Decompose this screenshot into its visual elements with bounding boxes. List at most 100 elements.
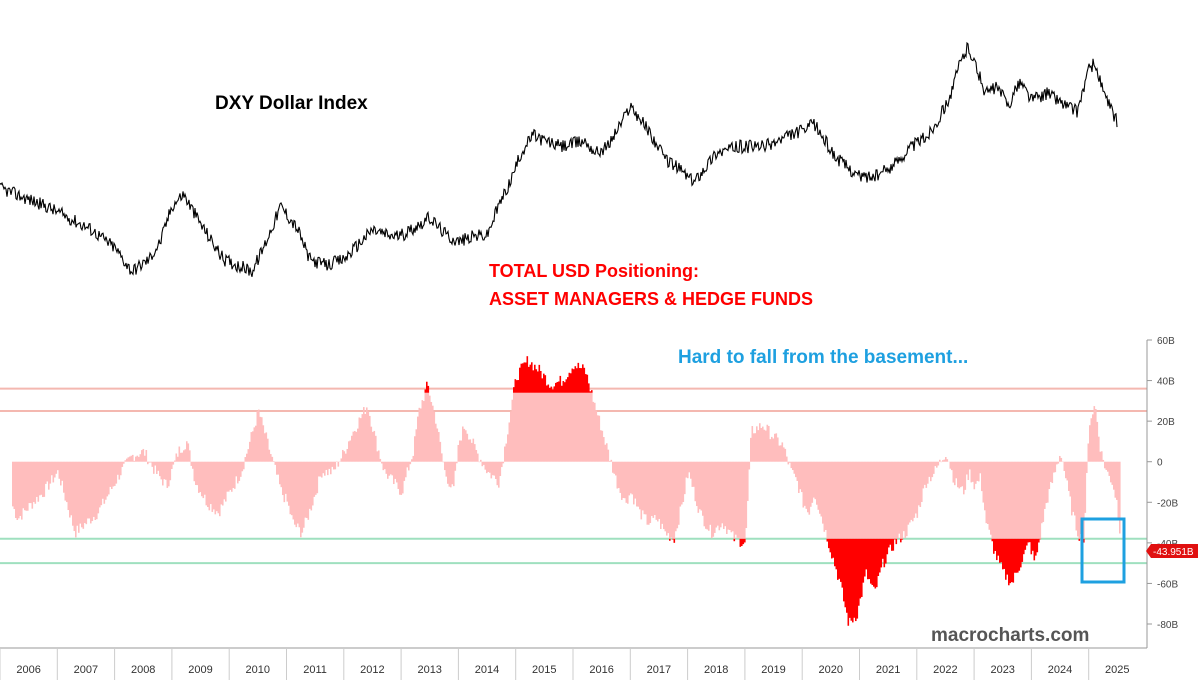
- positioning-bar: [474, 444, 476, 462]
- positioning-bar: [697, 461, 700, 513]
- positioning-bar-extreme: [865, 538, 868, 570]
- positioning-bar-extreme: [876, 538, 878, 588]
- positioning-bar: [25, 461, 28, 511]
- positioning-bar: [534, 392, 536, 462]
- positioning-bar: [654, 461, 656, 516]
- positioning-bar: [676, 461, 679, 529]
- positioning-bar: [873, 461, 875, 539]
- positioning-bar: [988, 461, 991, 530]
- positioning-bar-extreme: [1012, 538, 1015, 583]
- positioning-bar: [951, 461, 953, 471]
- positioning-bar: [738, 461, 740, 538]
- positioning-bar: [837, 461, 839, 539]
- positioning-bar: [84, 461, 86, 524]
- positioning-bar: [687, 461, 689, 479]
- positioning-bar: [379, 458, 382, 462]
- positioning-bar: [739, 461, 742, 539]
- positioning-bar: [907, 461, 910, 525]
- x-tick-label: 2006: [16, 664, 40, 676]
- positioning-bar: [636, 461, 638, 507]
- positioning-bar-extreme: [901, 538, 904, 540]
- positioning-title-line2: ASSET MANAGERS & HEDGE FUNDS: [489, 289, 813, 309]
- positioning-bar: [1075, 461, 1078, 531]
- positioning-bar: [928, 461, 931, 477]
- positioning-bar: [294, 461, 296, 525]
- positioning-bar-extreme: [744, 538, 746, 543]
- positioning-bar: [1021, 461, 1024, 539]
- positioning-bar-extreme: [1005, 538, 1007, 580]
- positioning-bar: [592, 401, 595, 462]
- positioning-bar: [505, 443, 508, 462]
- positioning-bar: [414, 436, 416, 462]
- positioning-bar: [187, 443, 190, 462]
- positioning-bar-extreme: [574, 366, 577, 393]
- positioning-bar-extreme: [516, 380, 518, 393]
- positioning-bar: [492, 461, 494, 476]
- positioning-bar: [103, 461, 106, 504]
- positioning-bar: [267, 438, 269, 462]
- positioning-bar: [1105, 461, 1108, 470]
- positioning-bar: [747, 461, 749, 501]
- positioning-bar-extreme: [673, 538, 676, 543]
- positioning-bar: [255, 425, 257, 462]
- positioning-bar: [162, 461, 164, 486]
- positioning-bar: [213, 461, 215, 510]
- positioning-bar: [139, 454, 142, 462]
- positioning-bar: [85, 461, 88, 525]
- positioning-bar-extreme: [591, 390, 593, 393]
- positioning-bar: [663, 461, 665, 530]
- positioning-bar: [184, 449, 187, 462]
- positioning-bar: [957, 461, 959, 488]
- positioning-bar: [253, 427, 256, 462]
- positioning-bar: [193, 461, 196, 482]
- positioning-bar: [661, 461, 664, 524]
- positioning-bar-extreme: [1027, 538, 1030, 543]
- positioning-bar: [396, 461, 398, 483]
- positioning-bar: [723, 461, 725, 529]
- positioning-bar: [819, 461, 821, 514]
- positioning-bar: [1011, 461, 1013, 539]
- positioning-bar: [393, 461, 395, 485]
- positioning-bar: [349, 440, 352, 462]
- positioning-bar: [922, 461, 925, 489]
- positioning-bar: [171, 461, 173, 470]
- positioning-bar: [331, 461, 334, 467]
- positioning-bar: [289, 461, 292, 515]
- positioning-bar: [108, 461, 110, 495]
- positioning-bar-extreme: [739, 538, 742, 547]
- positioning-bar: [459, 440, 461, 462]
- positioning-bar: [946, 459, 949, 462]
- positioning-bar: [915, 461, 917, 514]
- positioning-bar-extreme: [565, 379, 568, 393]
- positioning-bar: [715, 461, 718, 528]
- positioning-bar: [720, 461, 722, 528]
- positioning-bar: [646, 461, 649, 525]
- positioning-bar: [852, 461, 854, 539]
- positioning-bar: [261, 417, 263, 462]
- positioning-bar: [307, 461, 310, 520]
- positioning-bar: [616, 461, 619, 489]
- positioning-bar: [604, 444, 607, 462]
- positioning-bar: [1107, 461, 1109, 472]
- positioning-bar-extreme: [528, 366, 530, 393]
- positioning-bar: [1048, 461, 1051, 490]
- positioning-bar: [330, 461, 332, 475]
- positioning-bar: [802, 461, 805, 508]
- positioning-bar: [862, 461, 865, 539]
- positioning-bar: [477, 453, 479, 462]
- positioning-bar: [816, 461, 818, 505]
- positioning-bar: [409, 461, 412, 465]
- positioning-bar: [1096, 421, 1099, 462]
- positioning-bar: [859, 461, 862, 539]
- positioning-bar: [1101, 451, 1103, 462]
- positioning-bar: [1039, 461, 1042, 539]
- positioning-bar: [328, 461, 331, 469]
- positioning-bar: [597, 415, 599, 462]
- positioning-bar-extreme: [583, 367, 586, 393]
- positioning-bar: [901, 461, 904, 539]
- positioning-bar: [228, 461, 230, 492]
- positioning-bar: [420, 408, 422, 462]
- positioning-bar-extreme: [564, 382, 566, 393]
- positioning-bar: [192, 461, 194, 469]
